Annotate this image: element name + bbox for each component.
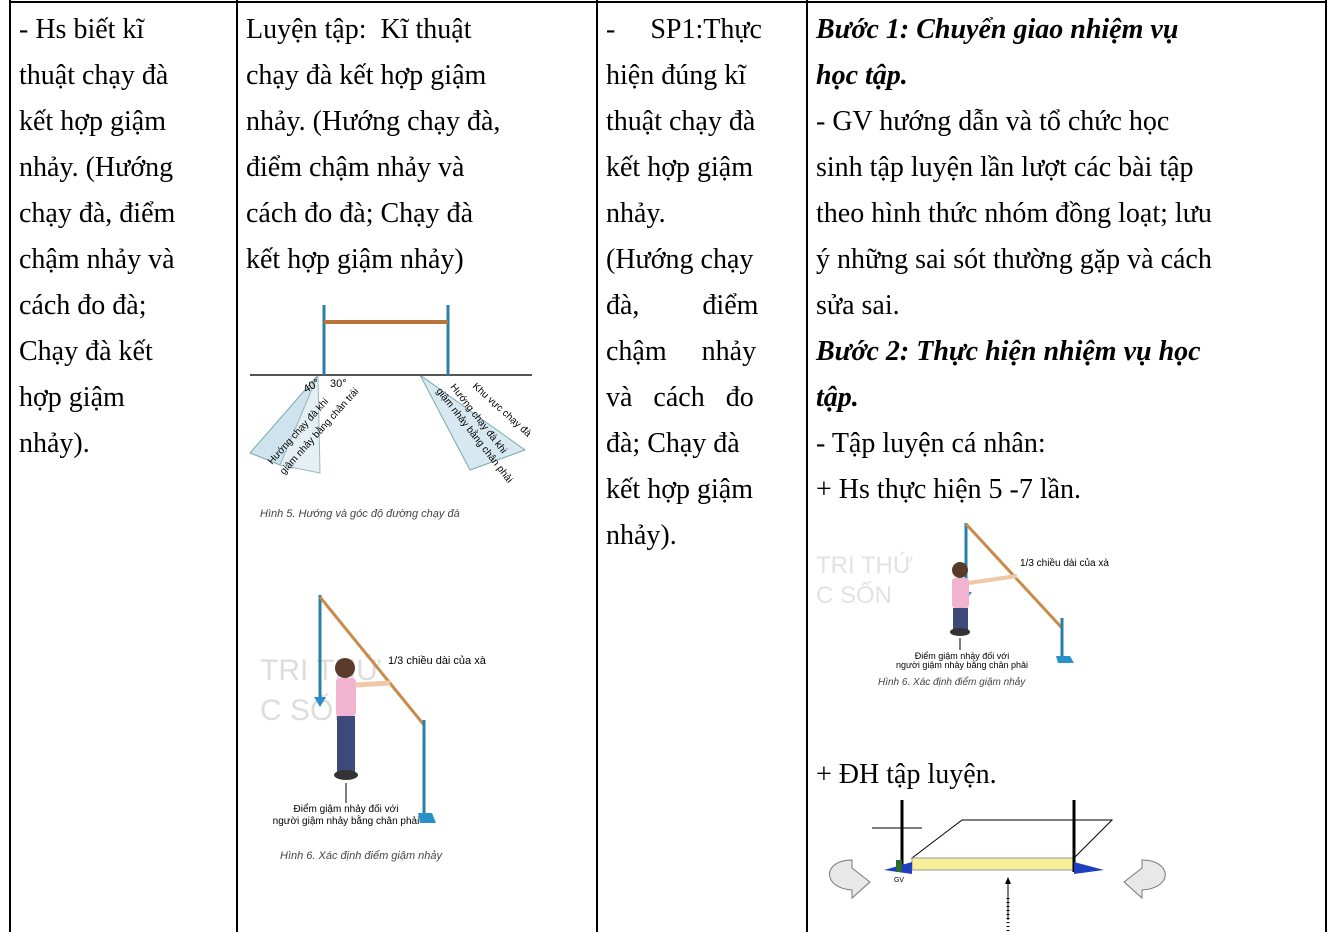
cell-text: Luyện tập: Kĩ thuật	[246, 14, 472, 45]
angle-label: 30°	[330, 378, 347, 390]
person-arm	[968, 574, 1018, 585]
cell-text: (Hướng chạy	[606, 244, 754, 275]
figure-caption: Hình 5. Hướng và góc độ đường chạy đà	[260, 508, 460, 520]
table-border	[9, 0, 11, 932]
point-label: Điểm giậm nhảy đối với	[294, 803, 399, 815]
arrow-head	[1005, 877, 1011, 884]
person-legs	[337, 716, 355, 772]
figure-run-up: 40° 30° Hướng chạy đà khi giậm nhảy bằng…	[249, 305, 533, 520]
post-base	[314, 697, 326, 707]
person-body	[952, 578, 969, 608]
cell-text: - GV hướng dẫn và tổ chức học	[816, 106, 1170, 137]
cell-text: sửa sai.	[816, 290, 900, 321]
cell-text: nhảy).	[606, 520, 677, 551]
table-cell: - Hs biết kĩ thuật chạy đà kết hợp giậm nhả…	[11, 7, 236, 467]
cell-text: điểm chậm nhảy và	[246, 152, 465, 183]
person-arm	[355, 680, 391, 688]
teacher-figure	[896, 860, 902, 872]
step-heading: Bước 1: Chuyển giao nhiệm vụ	[816, 14, 1179, 45]
cell-text: chạy đà, điểm	[19, 198, 176, 229]
cell-text: đà; Chạy đà	[606, 428, 740, 459]
cell-text: sinh tập luyện lần lượt các bài tập	[816, 152, 1194, 183]
figure-caption: Hình 6. Xác định điểm giậm nhảy	[878, 676, 1026, 688]
figure-takeoff: TRI THỨ C SỐN 1/3 chiều dài của xà Điểm …	[816, 522, 1109, 688]
cell-text: cách đo đà; Chạy đà	[246, 198, 474, 229]
cell-text: thuật chạy đà	[606, 106, 756, 137]
rotation-arrow	[829, 859, 871, 900]
cell-text: đà, điểm	[606, 290, 759, 321]
bar-label: 1/3 chiều dài của xà	[388, 655, 487, 667]
post-base	[418, 813, 436, 823]
table-cell: Luyện tập: Kĩ thuật chạy đà kết hợp giậm n…	[238, 7, 596, 283]
figure-caption: Hình 6. Xác định điểm giậm nhảy	[280, 850, 444, 862]
cell-text: kết hợp giậm	[19, 106, 166, 137]
cell-text: kết hợp giậm	[606, 474, 753, 505]
cell-text: hiện đúng kĩ	[606, 60, 746, 91]
figure-formation: GV	[829, 800, 1166, 932]
watermark: C SỐN	[816, 581, 892, 609]
cell-text: nhảy.	[606, 198, 666, 229]
cell-text: - Tập luyện cá nhân:	[816, 428, 1046, 459]
table-cell: - SP1:Thực hiện đúng kĩ thuật chạy đà kết h…	[598, 7, 806, 559]
mat-side	[911, 857, 1075, 871]
watermark: TRI THỨ	[816, 552, 913, 579]
table-cell: Bước 1: Chuyển giao nhiệm vụ học tập. - GV…	[808, 7, 1325, 798]
mat-top	[910, 819, 1114, 859]
wedge	[419, 374, 527, 471]
post-base	[1056, 656, 1074, 663]
table-border	[1325, 0, 1327, 932]
cell-text: ý những sai sót thường gặp và cách	[816, 244, 1212, 275]
step-heading: Bước 2: Thực hiện nhiệm vụ học	[816, 336, 1201, 367]
cell-text: chạy đà kết hợp giậm	[246, 60, 487, 91]
person-head	[952, 562, 968, 578]
bar-label: 1/3 chiều dài của xà	[1020, 557, 1109, 569]
table-border	[236, 0, 238, 932]
person-head	[335, 658, 355, 678]
cell-text: theo hình thức nhóm đồng loạt; lưu	[816, 198, 1212, 229]
cell-text: kết hợp giậm	[606, 152, 753, 183]
cell-text: thuật chạy đà	[19, 60, 169, 91]
cell-text: + Hs thực hiện 5 -7 lần.	[816, 474, 1082, 505]
cell-text: Chạy đà kết	[19, 336, 153, 367]
cell-text: chậm nhảy và	[19, 244, 175, 275]
table-border	[806, 0, 808, 932]
wedge	[279, 374, 321, 474]
cell-text: và cách đo	[606, 382, 754, 413]
bar	[318, 596, 426, 726]
person-feet	[334, 770, 358, 780]
person-body	[336, 678, 356, 716]
post-base	[1074, 862, 1104, 874]
cell-text: - Hs biết kĩ	[19, 14, 145, 45]
cell-text: chậm nhảy	[606, 336, 757, 367]
cell-text: - SP1:Thực	[606, 14, 762, 45]
person-feet	[950, 628, 970, 636]
cell-text: nhảy. (Hướng chạy đà,	[246, 106, 501, 137]
step-heading: tập.	[816, 382, 859, 413]
figure-takeoff: TRI THỨ C SỐN 1/3 chiều dài của xà Điểm …	[260, 595, 487, 862]
point-label: người giậm nhảy bằng chân phải	[896, 660, 1028, 670]
point-label: người giậm nhảy bằng chân phải	[273, 814, 420, 827]
cell-text: nhảy).	[19, 428, 90, 459]
cell-text: hợp giậm	[19, 382, 125, 413]
cell-text: kết hợp giậm nhảy)	[246, 244, 464, 275]
person-legs	[953, 608, 968, 630]
cell-text: nhảy. (Hướng	[19, 152, 174, 183]
cell-text: cách đo đà;	[19, 290, 147, 321]
cell-text: + ĐH tập luyện.	[816, 759, 997, 790]
rotation-arrow	[1123, 859, 1166, 900]
teacher-label: GV	[894, 877, 904, 884]
table-top-border	[10, 1, 1326, 3]
point-label: Điểm giậm nhảy đối với	[915, 651, 1009, 661]
table-border	[596, 0, 598, 932]
step-heading: học tập.	[816, 60, 908, 91]
